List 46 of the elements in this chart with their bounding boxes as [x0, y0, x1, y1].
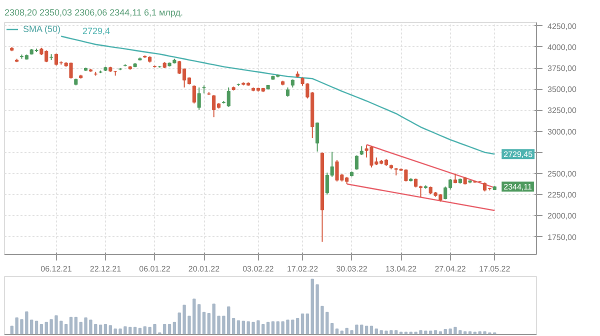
x-tick-label: 06.01.22 [139, 264, 171, 274]
y-tick-label: 2250,00 [548, 190, 577, 200]
candlestick [192, 84, 196, 104]
x-tick-label: 06.12.21 [40, 264, 72, 274]
y-tick-label: 4000,00 [548, 42, 577, 52]
x-tick-label: 22.12.21 [90, 264, 122, 274]
bar [236, 320, 240, 334]
bar [300, 314, 304, 334]
bar [370, 326, 374, 334]
y-tick-label: 3750,00 [548, 64, 577, 74]
bar [266, 322, 270, 334]
bar [34, 320, 38, 334]
x-tick-label: 13.04.22 [385, 264, 418, 274]
candlestick [286, 86, 290, 98]
annotation: 2729,45 [504, 150, 534, 160]
y-tick-label: 3250,00 [548, 106, 577, 116]
candlestick [316, 122, 320, 152]
line-series [60, 36, 496, 155]
bar [40, 324, 44, 334]
y-tick-label: 3000,00 [548, 127, 577, 136]
x-tick-label: 27.04.22 [434, 264, 466, 274]
annotation: 2729,4 [82, 26, 110, 36]
bar [172, 322, 176, 334]
y-tick-label: 1750,00 [548, 232, 577, 242]
x-tick-label: 17.05.22 [479, 264, 511, 274]
x-tick-label: 17.02.22 [286, 264, 319, 274]
bar [271, 321, 275, 334]
x-tick-label: 03.02.22 [242, 264, 274, 274]
bar [69, 316, 73, 334]
bar [104, 324, 108, 334]
y-tick-label: 3500,00 [548, 85, 577, 94]
bar [202, 312, 206, 334]
chart-subtitle: 2308,20 2350,03 2306,06 2344,11 6,1 млрд. [4, 8, 183, 18]
bar [98, 324, 102, 334]
candlestick [197, 86, 201, 110]
x-tick-label: 30.03.22 [336, 264, 368, 274]
legend-label: SMA (50) [23, 24, 61, 34]
y-tick-label: 2500,00 [548, 170, 577, 179]
bar [306, 314, 310, 334]
x-tick-label: 20.01.22 [188, 264, 220, 274]
bar [364, 326, 368, 334]
y-tick-label: 2000,00 [548, 212, 577, 221]
y-tick-label: 4250,00 [548, 22, 577, 31]
bar [168, 324, 172, 334]
annotation: 2344,11 [504, 182, 533, 192]
bar [232, 318, 236, 334]
